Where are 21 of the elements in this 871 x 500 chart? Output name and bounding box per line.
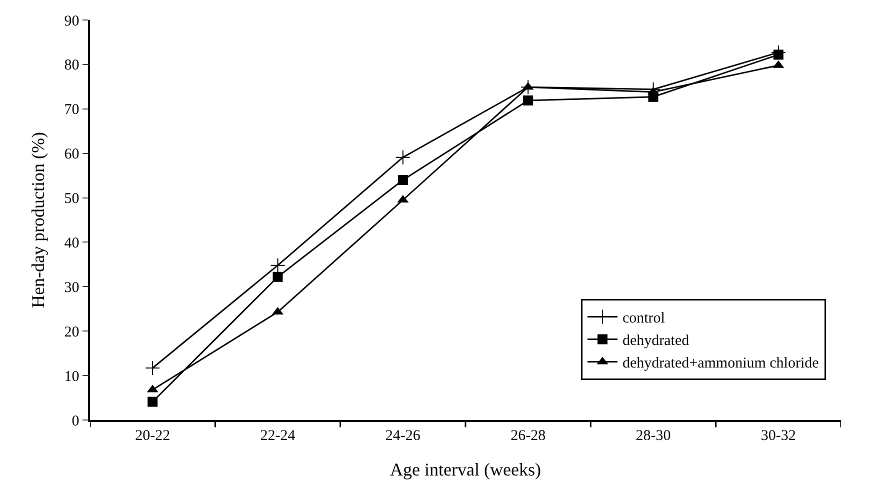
x-tick-label: 22-24 — [260, 428, 296, 444]
legend-label: dehydrated — [622, 333, 690, 350]
y-tick-label: 80 — [64, 58, 80, 74]
y-axis-title: Hen-day production (%) — [28, 132, 48, 308]
x-axis-title: Age interval (weeks) — [390, 459, 541, 480]
x-tick-label: 24-26 — [385, 428, 421, 444]
y-tick-label: 50 — [64, 191, 80, 208]
legend-label: control — [622, 310, 665, 327]
y-tick-label: 0 — [72, 413, 80, 430]
y-tick-label: 10 — [64, 368, 80, 385]
y-tick-label: 90 — [64, 13, 80, 30]
y-tick-label: 60 — [64, 146, 80, 163]
y-tick-label: 70 — [64, 102, 80, 118]
x-tick-label: 28-30 — [636, 428, 671, 444]
x-tick-label: 30-32 — [760, 428, 796, 444]
y-tick-label: 40 — [64, 235, 80, 252]
legend-label: dehydrated+ammonium chloride — [622, 356, 820, 372]
y-tick-label: 20 — [64, 324, 80, 340]
y-tick-label: 30 — [64, 280, 80, 296]
x-tick-label: 26-28 — [510, 428, 546, 444]
x-tick-label: 20-22 — [135, 428, 170, 444]
